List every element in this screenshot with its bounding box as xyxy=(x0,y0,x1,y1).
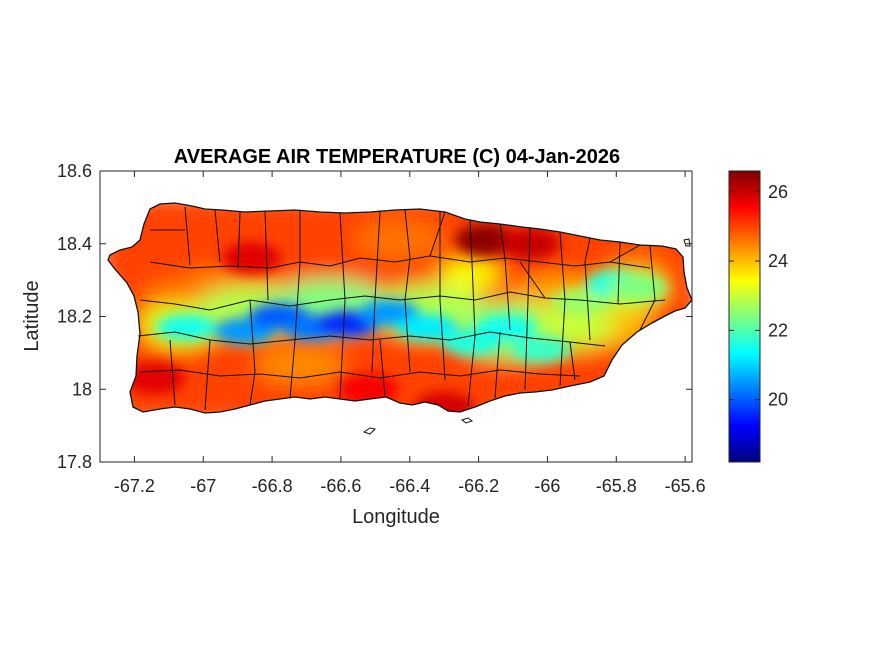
municipality-boundary xyxy=(584,237,591,341)
island-outline xyxy=(107,202,693,414)
municipality-boundary xyxy=(404,209,411,373)
colorbar-tick-label: 22 xyxy=(768,320,788,340)
islets xyxy=(362,238,691,435)
municipality-boundary xyxy=(519,261,546,299)
municipality-boundary xyxy=(139,291,666,311)
y-axis: 17.8 18 18.2 18.4 18.6 xyxy=(57,161,692,472)
islet-south xyxy=(460,417,474,424)
islet-northeast xyxy=(683,238,691,247)
cold-band-point xyxy=(606,274,667,301)
field-blob xyxy=(440,259,500,291)
x-tick-label: -66.6 xyxy=(320,476,361,496)
municipality-boundary xyxy=(439,211,446,381)
field-blob xyxy=(255,347,345,383)
municipality-boundary xyxy=(494,331,501,399)
municipality-boundary xyxy=(467,219,476,407)
municipality-boundary xyxy=(214,209,221,263)
municipality-boundaries xyxy=(137,206,666,411)
x-tick-label: -67.2 xyxy=(114,476,155,496)
x-tick-label: -66 xyxy=(534,476,560,496)
municipality-boundary xyxy=(639,245,656,331)
y-axis-label: Latitude xyxy=(21,280,43,351)
y-tick-label: 18.2 xyxy=(57,307,92,327)
colorbar-tick-label: 26 xyxy=(768,182,788,202)
municipality-boundary xyxy=(609,244,641,263)
municipality-boundary xyxy=(339,212,346,399)
x-tick-label: -66.8 xyxy=(252,476,293,496)
warm-spot xyxy=(500,227,561,260)
colorbar-tick-label: 20 xyxy=(768,390,788,410)
y-tick-label: 18.4 xyxy=(57,234,92,254)
cold-band-point xyxy=(476,314,537,341)
colorbar-ticks: 20 22 24 26 xyxy=(729,182,788,410)
y-tick-label: 18 xyxy=(72,379,92,399)
y-tick-label: 18.6 xyxy=(57,161,92,181)
municipality-boundary xyxy=(524,227,531,391)
municipality-boundary xyxy=(204,339,211,411)
x-tick-label: -65.6 xyxy=(665,476,706,496)
cold-band-point xyxy=(156,314,217,341)
warm-spot xyxy=(414,391,475,413)
cold-band-point xyxy=(510,336,571,363)
municipality-boundary xyxy=(559,231,566,387)
field-blob xyxy=(355,220,445,260)
x-axis-label: Longitude xyxy=(352,506,440,528)
municipality-boundary xyxy=(249,299,256,406)
municipality-boundary xyxy=(499,223,511,331)
municipality-boundary xyxy=(149,255,651,269)
municipality-boundary xyxy=(429,211,446,257)
cold-band-point xyxy=(551,288,612,315)
municipality-boundary xyxy=(569,341,576,381)
colorbar-tick-label: 24 xyxy=(768,251,788,271)
municipality-boundary xyxy=(169,339,176,406)
municipality-boundary xyxy=(379,339,386,397)
municipality-boundary xyxy=(371,211,381,373)
x-tick-label: -65.8 xyxy=(596,476,637,496)
x-tick-label: -66.4 xyxy=(389,476,430,496)
municipality-boundary xyxy=(617,241,621,305)
temperature-field xyxy=(108,203,692,413)
islet-caja-de-muertos xyxy=(362,427,377,435)
municipality-boundary xyxy=(237,211,241,269)
x-tick-label: -66.2 xyxy=(458,476,499,496)
x-tick-label: -67 xyxy=(190,476,216,496)
municipality-boundary xyxy=(289,339,296,399)
municipality-boundary xyxy=(264,210,269,301)
municipality-boundary xyxy=(294,210,301,341)
colorbar xyxy=(728,170,761,463)
chart-title: AVERAGE AIR TEMPERATURE (C) 04-Jan-2026 xyxy=(174,146,620,168)
municipality-boundary xyxy=(139,369,581,379)
y-tick-label: 17.8 xyxy=(57,452,92,472)
warm-spot xyxy=(221,242,282,275)
x-axis: -67.2 -67 -66.8 -66.6 -66.4 -66.2 -66 -65.8 -65.… xyxy=(114,171,706,496)
municipality-boundary xyxy=(184,206,191,266)
